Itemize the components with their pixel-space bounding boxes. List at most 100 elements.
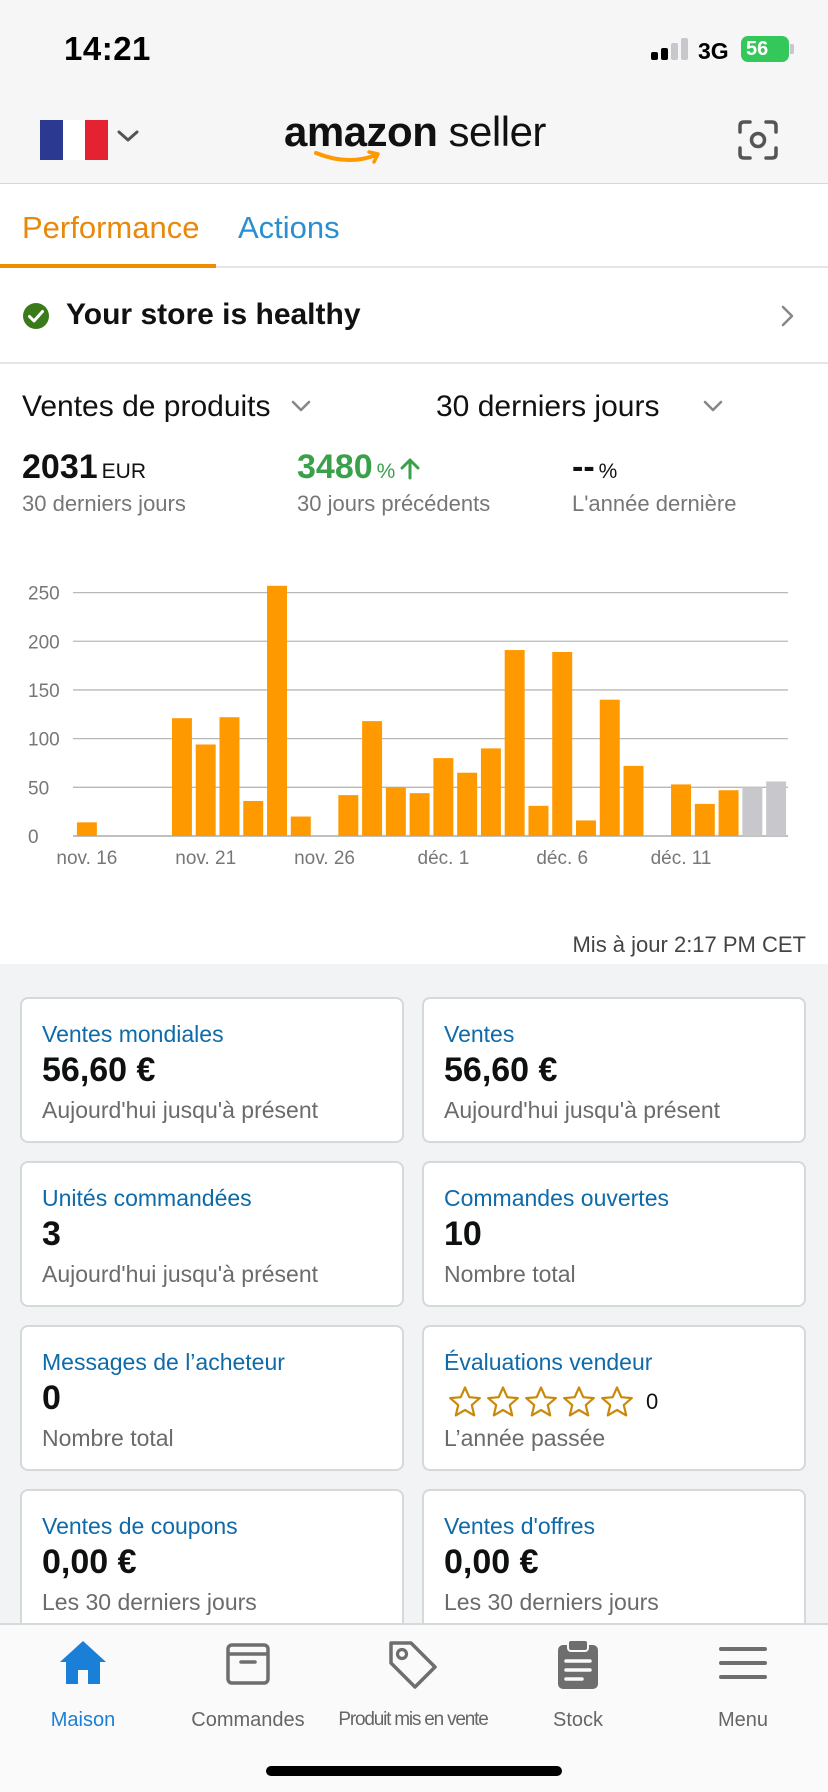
country-flag-icon[interactable] — [40, 120, 109, 160]
star-outline-icon — [449, 1386, 481, 1417]
tab-actions[interactable]: Actions — [238, 210, 340, 245]
card-subtitle: Aujourd'hui jusqu'à présent — [42, 1097, 319, 1123]
card-value: 0,00 € — [444, 1543, 539, 1581]
cellular-signal-icon — [651, 38, 689, 60]
kpi-label: 30 jours précédents — [297, 491, 491, 516]
chart-bar — [219, 717, 240, 836]
kpi-unit: % — [598, 460, 618, 483]
kpi-value: -- — [572, 448, 595, 486]
bottom-navigation: Maison Commandes Produit mis en vente St… — [0, 1623, 828, 1792]
card-title: Messages de l’acheteur — [42, 1349, 285, 1375]
chart-bar-projected — [766, 781, 787, 836]
chart-bar — [195, 744, 216, 836]
scan-icon[interactable] — [736, 118, 780, 162]
nav-listings[interactable]: Produit mis en vente — [330, 1625, 496, 1755]
kpi-label: L'année dernière — [572, 491, 737, 516]
card-seller-ratings[interactable]: Évaluations vendeur 0 L’année passée — [422, 1325, 806, 1471]
chart-bar — [267, 585, 287, 836]
x-tick-label: déc. 6 — [536, 848, 588, 869]
card-value: 56,60 € — [444, 1051, 558, 1089]
chart-bar — [457, 772, 478, 836]
last-updated-text: Mis à jour 2:17 PM CET — [572, 932, 806, 957]
card-subtitle: Les 30 derniers jours — [42, 1589, 257, 1615]
chart-bar — [504, 650, 525, 836]
card-subtitle: Les 30 derniers jours — [444, 1589, 659, 1615]
card-title: Unités commandées — [42, 1185, 252, 1211]
network-type: 3G — [698, 38, 729, 64]
home-indicator — [266, 1766, 562, 1776]
chart-bar — [576, 820, 596, 836]
nav-stock[interactable]: Stock — [495, 1625, 661, 1755]
nav-label: Maison — [50, 1709, 116, 1731]
x-tick-label: nov. 16 — [56, 848, 117, 869]
chart-bar — [338, 795, 359, 836]
card-title: Ventes mondiales — [42, 1021, 224, 1047]
nav-home[interactable]: Maison — [0, 1625, 166, 1755]
y-tick-label: 50 — [28, 778, 49, 799]
chart-bar — [362, 721, 383, 836]
chevron-down-icon[interactable] — [290, 398, 312, 414]
card-subtitle: Nombre total — [444, 1261, 576, 1287]
kpi-value: 3480 — [297, 448, 373, 486]
y-tick-label: 0 — [28, 827, 39, 848]
star-outline-icon — [525, 1386, 557, 1417]
star-outline-icon — [487, 1386, 519, 1417]
chart-bar — [243, 800, 264, 836]
kpi-last-year: --% L'année dernière — [572, 448, 736, 517]
chart-bar — [718, 790, 739, 836]
chevron-right-icon — [781, 305, 794, 327]
y-tick-label: 250 — [28, 584, 60, 605]
card-coupon-sales[interactable]: Ventes de coupons 0,00 € Les 30 derniers… — [20, 1489, 404, 1635]
card-sales[interactable]: Ventes 56,60 € Aujourd'hui jusqu'à prése… — [422, 997, 806, 1143]
card-title: Ventes — [444, 1021, 515, 1047]
card-value: 0,00 € — [42, 1543, 137, 1581]
battery-icon: 56 — [741, 36, 789, 62]
chevron-down-icon[interactable] — [702, 398, 724, 414]
chart-bar — [433, 758, 454, 836]
price-tag-icon — [389, 1641, 437, 1689]
chart-bar-projected — [742, 787, 763, 836]
home-icon — [60, 1641, 106, 1684]
kpi-label: 30 derniers jours — [22, 491, 186, 516]
card-deal-sales[interactable]: Ventes d'offres 0,00 € Les 30 derniers j… — [422, 1489, 806, 1635]
nav-menu[interactable]: Menu — [660, 1625, 826, 1755]
sales-panel: Ventes de produits 30 derniers jours 203… — [0, 364, 828, 964]
card-value: 10 — [444, 1215, 482, 1253]
card-open-orders[interactable]: Commandes ouvertes 10 Nombre total — [422, 1161, 806, 1307]
card-value: 56,60 € — [42, 1051, 156, 1089]
x-tick-label: déc. 11 — [651, 848, 712, 869]
star-outline-icon — [601, 1386, 633, 1417]
amazon-smile-icon — [314, 150, 380, 164]
card-title: Ventes d'offres — [444, 1513, 596, 1539]
chevron-down-icon[interactable] — [116, 126, 140, 146]
card-buyer-messages[interactable]: Messages de l’acheteur 0 Nombre total — [20, 1325, 404, 1471]
clipboard-icon — [558, 1639, 598, 1689]
performance-tabs: Performance Actions — [0, 184, 828, 268]
card-units-ordered[interactable]: Unités commandées 3 Aujourd'hui jusqu'à … — [20, 1161, 404, 1307]
battery-tip — [790, 44, 794, 54]
chart-bar — [623, 765, 644, 836]
sales-bar-chart[interactable]: 0 50 100 150 200 250 nov. 16 nov. 21 nov. 26 déc.… — [0, 564, 828, 924]
check-circle-icon — [23, 303, 49, 329]
card-subtitle: L’année passée — [444, 1425, 606, 1451]
arrow-up-icon — [400, 458, 420, 480]
star-outline-icon — [563, 1386, 595, 1417]
chart-bar — [599, 699, 620, 836]
tab-performance[interactable]: Performance — [22, 210, 200, 245]
metric-selector[interactable]: Ventes de produits — [22, 390, 271, 423]
card-subtitle: Aujourd'hui jusqu'à présent — [444, 1097, 721, 1123]
store-health-row[interactable]: Your store is healthy — [0, 268, 828, 364]
kpi-current: 2031 EUR 30 derniers jours — [22, 448, 186, 517]
chart-bar — [409, 793, 430, 836]
card-value: 0 — [42, 1379, 61, 1417]
nav-label: Menu — [717, 1709, 769, 1731]
card-global-sales[interactable]: Ventes mondiales 56,60 € Aujourd'hui jus… — [20, 997, 404, 1143]
y-tick-label: 150 — [28, 681, 60, 702]
amazon-seller-logo: amazon seller — [284, 108, 546, 170]
rating-count: 0 — [646, 1389, 659, 1414]
status-time: 14:21 — [64, 30, 151, 67]
period-selector[interactable]: 30 derniers jours — [436, 390, 660, 423]
nav-orders[interactable]: Commandes — [165, 1625, 331, 1755]
nav-label: Produit mis en vente — [338, 1709, 488, 1730]
kpi-unit: EUR — [101, 460, 146, 483]
